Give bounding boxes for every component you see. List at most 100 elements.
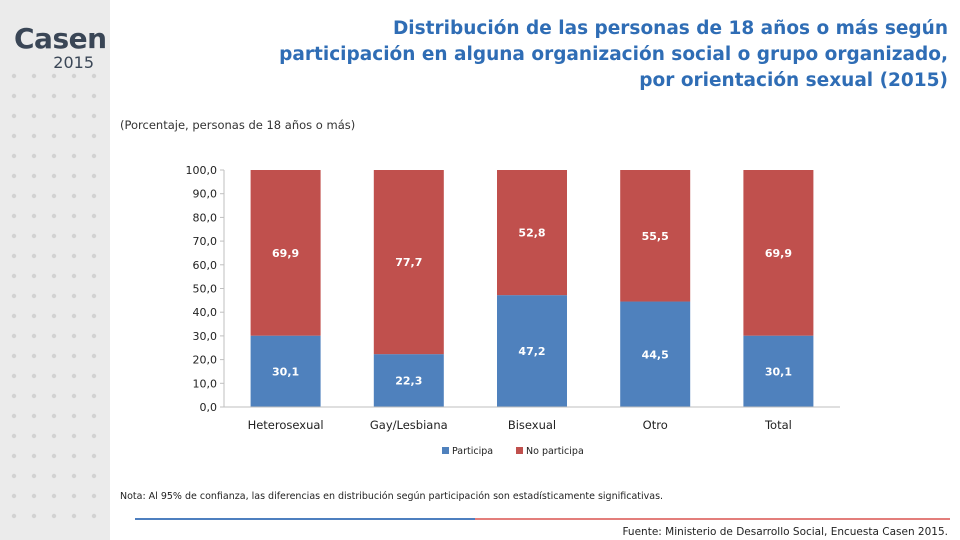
logo-year: 2015 bbox=[53, 53, 94, 72]
decor-dot bbox=[51, 233, 57, 239]
decor-dot bbox=[31, 273, 37, 279]
page-title: Distribución de las personas de 18 años … bbox=[148, 16, 948, 94]
decor-dot bbox=[31, 253, 37, 259]
decor-dot bbox=[71, 353, 77, 359]
title-line-2: participación en alguna organización soc… bbox=[279, 44, 948, 65]
decor-dot bbox=[51, 513, 57, 519]
bar-participa bbox=[373, 354, 444, 407]
decor-dot bbox=[71, 93, 77, 99]
y-tick-label: 90,0 bbox=[193, 188, 218, 201]
decor-dot bbox=[91, 393, 97, 399]
decor-dot bbox=[71, 153, 77, 159]
decor-dot bbox=[11, 433, 17, 439]
data-label: 30,1 bbox=[272, 365, 299, 378]
decor-dot bbox=[91, 213, 97, 219]
decor-dot bbox=[51, 373, 57, 379]
decor-dot bbox=[91, 333, 97, 339]
decor-dot bbox=[91, 413, 97, 419]
y-tick-label: 10,0 bbox=[193, 377, 218, 390]
decor-dot bbox=[91, 493, 97, 499]
decor-dot bbox=[51, 413, 57, 419]
bar-no-participa bbox=[620, 170, 691, 302]
decor-dot bbox=[31, 513, 37, 519]
decor-dot bbox=[31, 173, 37, 179]
decor-dot bbox=[31, 333, 37, 339]
data-label: 30,1 bbox=[765, 365, 792, 378]
decor-dot bbox=[11, 273, 17, 279]
bar-participa bbox=[250, 335, 321, 407]
decor-dot bbox=[51, 493, 57, 499]
decor-dot bbox=[91, 353, 97, 359]
decor-dot bbox=[91, 473, 97, 479]
decor-dot bbox=[11, 113, 17, 119]
decor-dot bbox=[51, 333, 57, 339]
decor-dot bbox=[91, 273, 97, 279]
decor-dot bbox=[91, 313, 97, 319]
chart-subtitle: (Porcentaje, personas de 18 años o más) bbox=[120, 118, 356, 132]
data-label: 69,9 bbox=[272, 247, 299, 260]
bar-no-participa bbox=[250, 170, 321, 336]
decor-dot bbox=[71, 473, 77, 479]
decor-dot bbox=[11, 293, 17, 299]
decor-dot bbox=[71, 133, 77, 139]
decor-dot bbox=[91, 73, 97, 79]
decor-dot bbox=[31, 213, 37, 219]
decor-dot bbox=[31, 353, 37, 359]
decor-dot bbox=[71, 213, 77, 219]
decor-dot bbox=[51, 73, 57, 79]
logo-wordmark: Casen bbox=[14, 22, 107, 55]
decor-dot bbox=[91, 293, 97, 299]
decor-dot bbox=[11, 333, 17, 339]
decor-dot bbox=[91, 153, 97, 159]
data-label: 52,8 bbox=[518, 227, 545, 240]
decor-dot bbox=[91, 513, 97, 519]
decor-dot bbox=[11, 153, 17, 159]
decor-dot bbox=[11, 393, 17, 399]
decor-dot bbox=[71, 273, 77, 279]
decor-dot bbox=[91, 453, 97, 459]
decor-dot bbox=[51, 433, 57, 439]
decor-dot bbox=[31, 413, 37, 419]
decor-dot bbox=[51, 193, 57, 199]
decor-dot bbox=[91, 253, 97, 259]
data-label: 44,5 bbox=[642, 348, 669, 361]
footer-rule-blue bbox=[135, 518, 475, 520]
decor-dot bbox=[31, 153, 37, 159]
decor-dot bbox=[71, 233, 77, 239]
decor-dot bbox=[51, 353, 57, 359]
bar-participa bbox=[497, 295, 567, 407]
dot-pattern bbox=[11, 73, 97, 519]
legend-label: No participa bbox=[526, 446, 584, 457]
decor-dot bbox=[71, 193, 77, 199]
decor-dot bbox=[71, 453, 77, 459]
decor-dot bbox=[71, 413, 77, 419]
decor-dot bbox=[91, 93, 97, 99]
decor-dot bbox=[51, 93, 57, 99]
data-label: 77,7 bbox=[395, 256, 422, 269]
decor-dot bbox=[51, 133, 57, 139]
decor-dot bbox=[71, 293, 77, 299]
decor-dot bbox=[31, 73, 37, 79]
decor-dot bbox=[91, 373, 97, 379]
decor-dot bbox=[11, 413, 17, 419]
x-tick-label: Bisexual bbox=[508, 418, 556, 432]
decor-dot bbox=[11, 133, 17, 139]
decor-dot bbox=[71, 113, 77, 119]
decor-dot bbox=[51, 473, 57, 479]
decor-dot bbox=[51, 313, 57, 319]
decor-dot bbox=[51, 393, 57, 399]
bar-no-participa bbox=[497, 170, 567, 296]
decor-dot bbox=[11, 353, 17, 359]
stacked-bar-chart: 0,0 10,0 20,0 30,0 40,0 50,0 60,0 70,0 80,0 90,0 1… bbox=[186, 164, 840, 457]
decor-dot bbox=[31, 193, 37, 199]
y-tick-label: 70,0 bbox=[193, 235, 218, 248]
decor-dot bbox=[31, 293, 37, 299]
decor-dot bbox=[51, 213, 57, 219]
bar-participa bbox=[743, 335, 814, 407]
footer-rule-red bbox=[475, 518, 950, 520]
y-tick-label: 40,0 bbox=[193, 306, 218, 319]
y-tick-label: 100,0 bbox=[186, 164, 218, 177]
y-tick-label: 50,0 bbox=[193, 283, 218, 296]
decor-dot bbox=[11, 453, 17, 459]
decor-dot bbox=[91, 133, 97, 139]
